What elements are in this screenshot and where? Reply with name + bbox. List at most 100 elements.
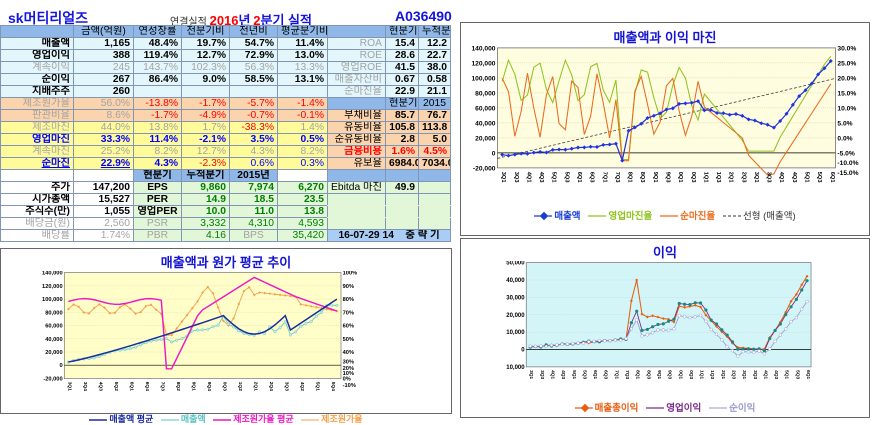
svg-text:5Q1: 5Q1 — [571, 370, 577, 379]
svg-text:8Q1: 8Q1 — [635, 370, 641, 379]
svg-text:5.0%: 5.0% — [837, 120, 852, 127]
svg-text:-20,000: -20,000 — [43, 376, 62, 382]
svg-text:80%: 80% — [343, 297, 354, 303]
svg-text:120,000: 120,000 — [42, 284, 63, 290]
svg-text:6Q3: 6Q3 — [589, 172, 595, 183]
svg-text:15.0%: 15.0% — [837, 90, 856, 97]
svg-text:20,000: 20,000 — [506, 313, 525, 319]
svg-text:100,000: 100,000 — [42, 297, 63, 303]
svg-text:7Q3: 7Q3 — [159, 382, 165, 392]
svg-text:7Q3: 7Q3 — [614, 172, 620, 183]
svg-text:120,000: 120,000 — [471, 60, 495, 67]
svg-text:40%: 40% — [343, 350, 354, 356]
svg-text:6Q1: 6Q1 — [128, 382, 134, 392]
svg-text:3Q3: 3Q3 — [752, 370, 758, 379]
svg-text:5Q1: 5Q1 — [314, 382, 320, 392]
svg-text:9Q3: 9Q3 — [667, 370, 673, 379]
svg-text:140,000: 140,000 — [42, 271, 63, 277]
svg-text:7Q3: 7Q3 — [624, 370, 630, 379]
svg-text:2Q3: 2Q3 — [740, 172, 746, 183]
svg-text:4Q1: 4Q1 — [762, 370, 768, 379]
svg-text:80,000: 80,000 — [45, 310, 62, 316]
svg-text:3Q1: 3Q1 — [753, 172, 759, 184]
svg-text:30.0%: 30.0% — [837, 46, 856, 52]
svg-text:8Q2: 8Q2 — [175, 382, 181, 392]
svg-text:-10%: -10% — [343, 383, 356, 389]
svg-text:9Q1: 9Q1 — [652, 172, 658, 184]
svg-text:4Q3: 4Q3 — [538, 172, 544, 183]
svg-text:0Q1: 0Q1 — [677, 172, 683, 184]
svg-text:3Q3: 3Q3 — [539, 370, 545, 379]
svg-text:7Q1: 7Q1 — [601, 172, 607, 184]
svg-text:5Q1: 5Q1 — [784, 370, 790, 379]
svg-text:1Q1: 1Q1 — [699, 370, 705, 379]
svg-text:3Q1: 3Q1 — [741, 370, 747, 379]
svg-text:-5.0%: -5.0% — [837, 150, 854, 157]
svg-text:40,000: 40,000 — [45, 337, 62, 343]
svg-text:0: 0 — [521, 348, 525, 354]
svg-text:3Q1: 3Q1 — [500, 172, 506, 184]
svg-text:6Q4: 6Q4 — [144, 382, 150, 392]
svg-text:20,000: 20,000 — [475, 135, 496, 142]
svg-text:6Q1: 6Q1 — [829, 172, 835, 184]
svg-text:4Q3: 4Q3 — [560, 370, 566, 379]
svg-text:8Q3: 8Q3 — [639, 172, 645, 183]
svg-text:10,000: 10,000 — [506, 330, 525, 336]
svg-text:3Q1: 3Q1 — [66, 382, 72, 392]
svg-text:3Q3: 3Q3 — [513, 172, 519, 183]
svg-text:30%: 30% — [343, 359, 354, 365]
svg-text:50,000: 50,000 — [506, 261, 525, 267]
svg-text:3Q3: 3Q3 — [766, 172, 772, 183]
svg-text:100%: 100% — [343, 271, 358, 277]
svg-text:60%: 60% — [343, 324, 354, 330]
svg-text:2Q3: 2Q3 — [731, 370, 737, 379]
svg-text:-20,000: -20,000 — [473, 165, 496, 172]
svg-text:1Q3: 1Q3 — [709, 370, 715, 379]
svg-text:-10.0%: -10.0% — [837, 160, 858, 167]
svg-text:4Q1: 4Q1 — [550, 370, 556, 379]
svg-text:3Q3: 3Q3 — [283, 382, 289, 392]
svg-text:5Q1: 5Q1 — [803, 172, 809, 184]
svg-text:8Q3: 8Q3 — [645, 370, 651, 379]
svg-text:100,000: 100,000 — [471, 75, 495, 82]
svg-text:5Q3: 5Q3 — [816, 172, 822, 183]
svg-text:-15.0%: -15.0% — [837, 170, 858, 177]
svg-text:3Q1: 3Q1 — [528, 370, 534, 379]
svg-text:0.0%: 0.0% — [837, 135, 852, 142]
svg-text:4Q1: 4Q1 — [778, 172, 784, 184]
svg-text:25.0%: 25.0% — [837, 60, 856, 67]
svg-text:0Q3: 0Q3 — [690, 172, 696, 183]
svg-text:4Q3: 4Q3 — [791, 172, 797, 183]
svg-text:9Q4: 9Q4 — [206, 382, 212, 392]
svg-text:4Q3: 4Q3 — [97, 382, 103, 392]
svg-text:40,000: 40,000 — [475, 120, 496, 127]
svg-text:4Q1: 4Q1 — [525, 172, 531, 184]
svg-text:0Q1: 0Q1 — [677, 370, 683, 379]
svg-text:7Q1: 7Q1 — [613, 370, 619, 379]
svg-text:0%: 0% — [343, 376, 351, 382]
svg-text:5Q3: 5Q3 — [794, 370, 800, 379]
svg-text:50%: 50% — [343, 337, 354, 343]
svg-text:5Q4: 5Q4 — [330, 382, 336, 392]
svg-text:10,000: 10,000 — [506, 365, 525, 371]
svg-text:80,000: 80,000 — [475, 90, 496, 97]
svg-text:9Q1: 9Q1 — [190, 382, 196, 392]
svg-text:4Q2: 4Q2 — [299, 382, 305, 392]
svg-text:5Q2: 5Q2 — [113, 382, 119, 392]
svg-text:20.0%: 20.0% — [837, 75, 856, 82]
svg-text:5Q1: 5Q1 — [551, 172, 557, 184]
svg-text:0: 0 — [492, 150, 496, 157]
svg-text:60,000: 60,000 — [475, 105, 496, 112]
svg-text:6Q1: 6Q1 — [805, 370, 811, 379]
svg-text:8Q1: 8Q1 — [627, 172, 633, 184]
svg-text:6Q1: 6Q1 — [592, 370, 598, 379]
svg-text:1Q1: 1Q1 — [702, 172, 708, 184]
svg-text:2Q1: 2Q1 — [728, 172, 734, 184]
svg-text:10.0%: 10.0% — [837, 105, 856, 112]
svg-text:30,000: 30,000 — [506, 295, 525, 301]
svg-text:5Q3: 5Q3 — [581, 370, 587, 379]
svg-text:90%: 90% — [343, 284, 354, 290]
svg-text:2Q1: 2Q1 — [252, 382, 258, 392]
svg-text:0: 0 — [59, 363, 62, 369]
svg-text:1Q2: 1Q2 — [237, 382, 243, 392]
